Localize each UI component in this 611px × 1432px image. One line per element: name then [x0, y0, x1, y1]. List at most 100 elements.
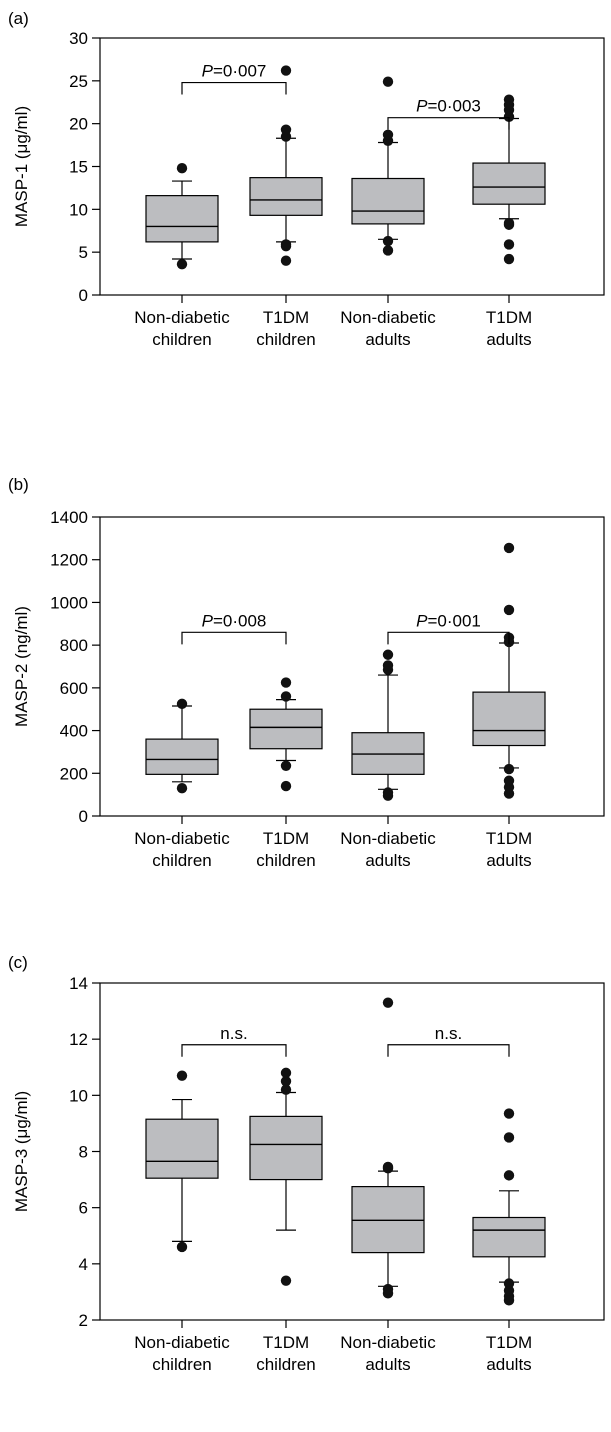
outlier-point [503, 604, 515, 616]
x-category-label: T1DM [263, 1333, 309, 1352]
outlier-point [176, 163, 188, 174]
y-tick-label: 1400 [50, 508, 88, 527]
comparison-value: =0·001 [427, 611, 480, 630]
y-tick-label: 1200 [50, 551, 88, 570]
box-iqr [249, 1115, 323, 1181]
x-category-label: Non-diabetic [134, 308, 230, 327]
y-tick-label: 12 [69, 1030, 88, 1049]
outlier-point [503, 763, 515, 775]
y-tick-label: 6 [79, 1199, 88, 1218]
box-group [249, 65, 323, 266]
y-tick-label: 25 [69, 72, 88, 91]
y-axis-title: MASP-1 (μg/ml) [12, 106, 31, 227]
plot-frame [99, 516, 605, 817]
outlier-point [382, 76, 394, 87]
outlier-point [176, 783, 188, 794]
outlier-point [382, 245, 394, 256]
x-category-label-line2: adults [486, 1355, 531, 1374]
x-category-label: T1DM [486, 308, 532, 327]
box-group [472, 1108, 546, 1306]
box-iqr [351, 1186, 425, 1254]
outlier-point [503, 239, 515, 250]
panel-label: (b) [8, 475, 29, 494]
y-tick-label: 20 [69, 115, 88, 134]
box-group [249, 1067, 323, 1286]
box-group [145, 1070, 219, 1253]
outlier-point [280, 1076, 292, 1087]
y-axis-title: MASP-2 (ng/ml) [12, 606, 31, 727]
y-tick-label: 0 [79, 286, 88, 305]
box-iqr [145, 195, 219, 243]
outlier-point [176, 258, 188, 270]
y-tick-label: 14 [69, 974, 88, 993]
x-category-label-line2: children [152, 1355, 212, 1374]
x-category-label: Non-diabetic [134, 1333, 230, 1352]
box-iqr [472, 691, 546, 747]
y-axis-title: MASP-3 (μg/ml) [12, 1091, 31, 1212]
comparison-label: P=0·008 [202, 611, 267, 630]
panel-label: (a) [8, 9, 29, 28]
box-group [351, 997, 425, 1299]
comparison-label: P=0·003 [416, 97, 481, 116]
outlier-point [382, 660, 394, 671]
outlier-point [382, 1283, 394, 1295]
outlier-point [176, 1070, 188, 1081]
panel-b: (b) 0 200 400 600 800 1000 1200 1400 MASP-2 (ng/m… [8, 475, 605, 870]
x-category-label-line2: adults [365, 1355, 410, 1374]
box-group [472, 542, 546, 799]
x-category-label-line2: children [256, 851, 316, 870]
outlier-point [382, 1161, 394, 1173]
y-tick-label: 10 [69, 200, 88, 219]
p-symbol: P [416, 97, 428, 116]
y-tick-label: 1000 [50, 593, 88, 612]
box-group [472, 94, 546, 265]
outlier-point [503, 1108, 515, 1119]
comparison-value: =0·003 [427, 97, 480, 116]
x-category-label: Non-diabetic [134, 829, 230, 848]
box-iqr [472, 1216, 546, 1258]
outlier-point [280, 1067, 292, 1079]
y-tick-label: 4 [79, 1255, 88, 1274]
comparison-value: n.s. [435, 1024, 462, 1043]
outlier-point [176, 698, 188, 710]
y-tick-label: 15 [69, 158, 88, 177]
p-symbol: P [416, 611, 428, 630]
outlier-point [503, 1132, 515, 1143]
outlier-point [503, 253, 515, 265]
y-tick-label: 10 [69, 1086, 88, 1105]
x-category-label-line2: adults [365, 330, 410, 349]
comparison-label: n.s. [220, 1024, 247, 1043]
y-tick-label: 8 [79, 1143, 88, 1162]
outlier-point [503, 217, 515, 229]
comparison-bracket [181, 1044, 287, 1057]
p-symbol: P [202, 62, 214, 81]
outlier-point [176, 1241, 188, 1253]
box-iqr [472, 162, 546, 205]
outlier-point [280, 1275, 292, 1286]
y-tick-label: 2 [79, 1311, 88, 1330]
x-category-label-line2: adults [486, 851, 531, 870]
outlier-point [503, 1278, 515, 1289]
panel-a: (a) 0 5 10 15 20 25 30 MASP-1 (μg/ml) Non-diabeti… [8, 9, 605, 349]
outlier-point [280, 760, 292, 772]
panel-c: (c) 2 4 6 8 10 12 14 MASP-3 (μg/ml) Non-diabetic c… [8, 953, 605, 1374]
p-symbol: P [202, 611, 214, 630]
comparison-value: n.s. [220, 1024, 247, 1043]
comparison-bracket [387, 1044, 510, 1057]
comparison-label: n.s. [435, 1024, 462, 1043]
outlier-point [382, 997, 394, 1008]
outlier-point [280, 124, 292, 135]
box-group [351, 76, 425, 256]
x-category-label-line2: children [152, 851, 212, 870]
x-category-label: T1DM [263, 829, 309, 848]
y-tick-label: 800 [60, 636, 88, 655]
x-category-label: T1DM [263, 308, 309, 327]
box-iqr [145, 738, 219, 775]
x-category-label: Non-diabetic [340, 308, 436, 327]
y-tick-label: 5 [79, 243, 88, 262]
y-tick-label: 200 [60, 764, 88, 783]
x-category-label: Non-diabetic [340, 1333, 436, 1352]
outlier-point [503, 775, 515, 786]
x-category-label-line2: adults [486, 330, 531, 349]
outlier-point [382, 235, 394, 247]
